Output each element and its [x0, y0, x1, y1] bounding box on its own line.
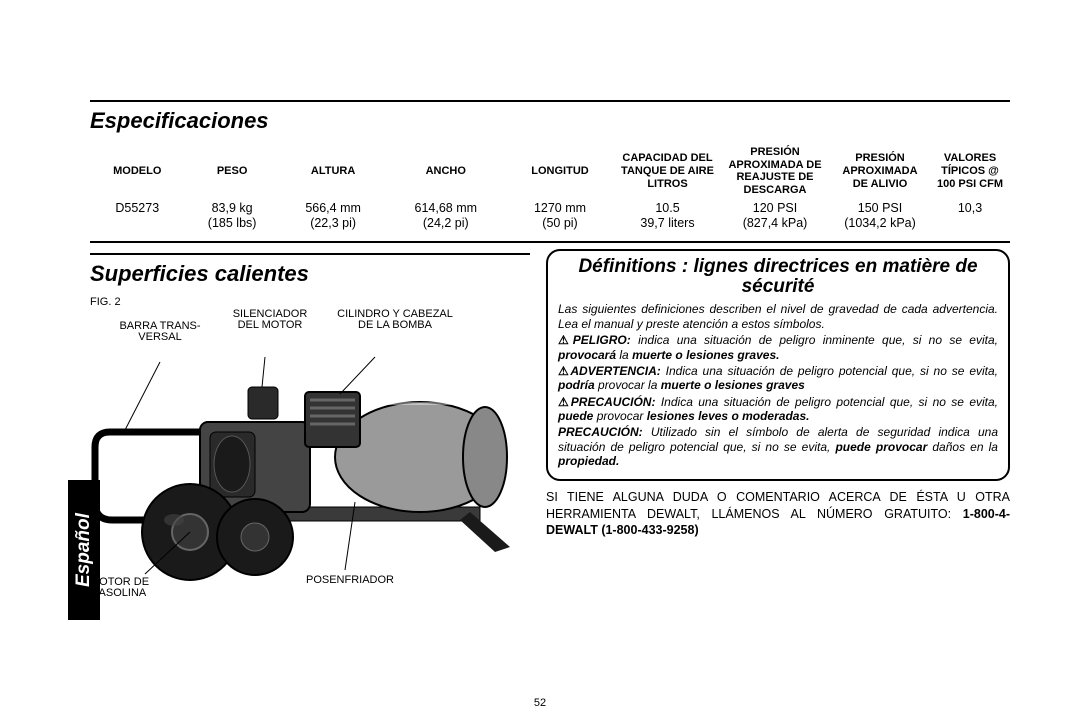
compressor-illustration: [90, 352, 530, 582]
warning-icon: ⚠: [558, 395, 571, 409]
specifications-heading: Especificaciones: [90, 100, 1010, 136]
definitions-title: Définitions : lignes directrices en mati…: [558, 257, 998, 299]
col-altura: ALTURA: [280, 144, 387, 199]
col-presion-alivio: PRESIÓN APROXIMADA DE ALIVIO: [830, 144, 930, 199]
def-precaucion: ⚠PRECAUCIÓN: Indica una situación de pel…: [558, 395, 998, 424]
cell-presa: 150 PSI(1034,2 kPa): [830, 199, 930, 233]
cell-altura: 566,4 mm(22,3 pi): [280, 199, 387, 233]
col-ancho: ANCHO: [387, 144, 505, 199]
specifications-table-wrap: MODELO PESO ALTURA ANCHO LONGITUD CAPACI…: [90, 144, 1010, 243]
cell-presr: 120 PSI(827,4 kPa): [720, 199, 830, 233]
page-content: Especificaciones MODELO PESO ALTURA ANCH…: [90, 100, 1010, 607]
cell-capacidad: 10.539,7 liters: [615, 199, 720, 233]
table-row: D55273 83,9 kg(185 lbs) 566,4 mm(22,3 pi…: [90, 199, 1010, 233]
col-peso: PESO: [185, 144, 280, 199]
def-precaucion2: PRECAUCIÓN: Utilizado sin el símbolo de …: [558, 425, 998, 468]
specifications-table: MODELO PESO ALTURA ANCHO LONGITUD CAPACI…: [90, 144, 1010, 233]
col-valores: VALORES TÍPICOS @ 100 PSI CFM: [930, 144, 1010, 199]
label-cilindro: CILINDRO Y CABEZAL DE LA BOMBA: [325, 309, 465, 332]
figure-area: FIG. 2 BARRA TRANS- VERSAL SILENCIADOR D…: [90, 297, 530, 607]
cell-longitud: 1270 mm(50 pi): [505, 199, 615, 233]
definitions-body: Las siguientes definiciones describen el…: [558, 302, 998, 468]
figure-caption: FIG. 2: [90, 297, 121, 309]
table-header-row: MODELO PESO ALTURA ANCHO LONGITUD CAPACI…: [90, 144, 1010, 199]
definitions-box: Définitions : lignes directrices en mati…: [546, 249, 1010, 481]
cell-modelo: D55273: [90, 199, 185, 233]
label-silenciador: SILENCIADOR DEL MOTOR: [225, 309, 315, 332]
warning-icon: ⚠: [558, 364, 570, 378]
def-advertencia: ⚠ADVERTENCIA: Indica una situación de pe…: [558, 364, 998, 393]
col-capacidad: CAPACIDAD DEL TANQUE DE AIRE LITROS: [615, 144, 720, 199]
warning-icon: ⚠: [558, 333, 573, 347]
page-number: 52: [0, 697, 1080, 709]
col-longitud: LONGITUD: [505, 144, 615, 199]
col-presion-reajuste: PRESIÓN APROXIMADA DE REAJUSTE DE DESCAR…: [720, 144, 830, 199]
left-column: Superficies calientes FIG. 2 BARRA TRANS…: [90, 253, 530, 607]
contact-text: SI TIENE ALGUNA DUDA O COMENTARIO ACERCA…: [546, 489, 1010, 540]
cell-valores: 10,3: [930, 199, 1010, 233]
label-barra: BARRA TRANS- VERSAL: [110, 321, 210, 344]
def-peligro: ⚠PELIGRO: indica una situación de peligr…: [558, 333, 998, 362]
cell-ancho: 614,68 mm(24,2 pi): [387, 199, 505, 233]
cell-peso: 83,9 kg(185 lbs): [185, 199, 280, 233]
hot-surfaces-heading: Superficies calientes: [90, 253, 530, 289]
right-column: Définitions : lignes directrices en mati…: [546, 253, 1010, 607]
col-modelo: MODELO: [90, 144, 185, 199]
def-intro: Las siguientes definiciones describen el…: [558, 302, 998, 331]
